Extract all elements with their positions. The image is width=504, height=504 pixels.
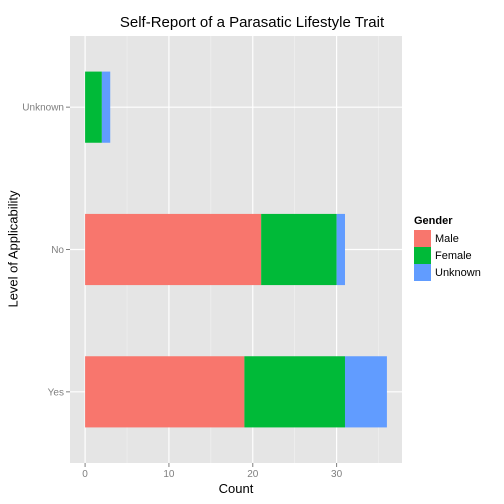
x-tick-label: 0 bbox=[82, 469, 88, 480]
legend-label-male: Male bbox=[435, 232, 459, 245]
legend-key-male bbox=[414, 230, 431, 247]
bar-yes-male bbox=[85, 356, 245, 428]
legend-label-unknown: Unknown bbox=[435, 266, 481, 279]
legend-label-female: Female bbox=[435, 249, 472, 262]
bar-unknown-unknown bbox=[101, 71, 111, 143]
bar-no-female bbox=[261, 213, 337, 286]
chart-title: Self-Report of a Parasatic Lifestyle Tra… bbox=[119, 14, 385, 31]
x-tick-label: 30 bbox=[331, 469, 343, 480]
bar-no-unknown bbox=[336, 213, 345, 286]
bar-yes-unknown bbox=[344, 356, 387, 428]
y-tick-label: Yes bbox=[48, 387, 64, 398]
legend-item-female: Female bbox=[414, 247, 481, 264]
y-tick-label: No bbox=[51, 245, 64, 256]
bar-unknown-female bbox=[85, 71, 102, 143]
bar-no-male bbox=[85, 213, 262, 286]
legend: Gender Male Female Unknown bbox=[414, 215, 481, 281]
bar-yes-female bbox=[244, 356, 345, 428]
x-tick-label: 10 bbox=[163, 469, 175, 480]
x-axis-label: Count bbox=[218, 481, 254, 496]
legend-key-female bbox=[414, 247, 431, 264]
legend-item-male: Male bbox=[414, 230, 481, 247]
y-tick-label: Unknown bbox=[22, 103, 64, 114]
y-axis-label: Level of Applicability bbox=[5, 190, 21, 308]
legend-item-unknown: Unknown bbox=[414, 264, 481, 281]
x-tick-label: 20 bbox=[247, 469, 259, 480]
legend-title: Gender bbox=[414, 215, 453, 227]
legend-key-unknown bbox=[414, 264, 431, 281]
